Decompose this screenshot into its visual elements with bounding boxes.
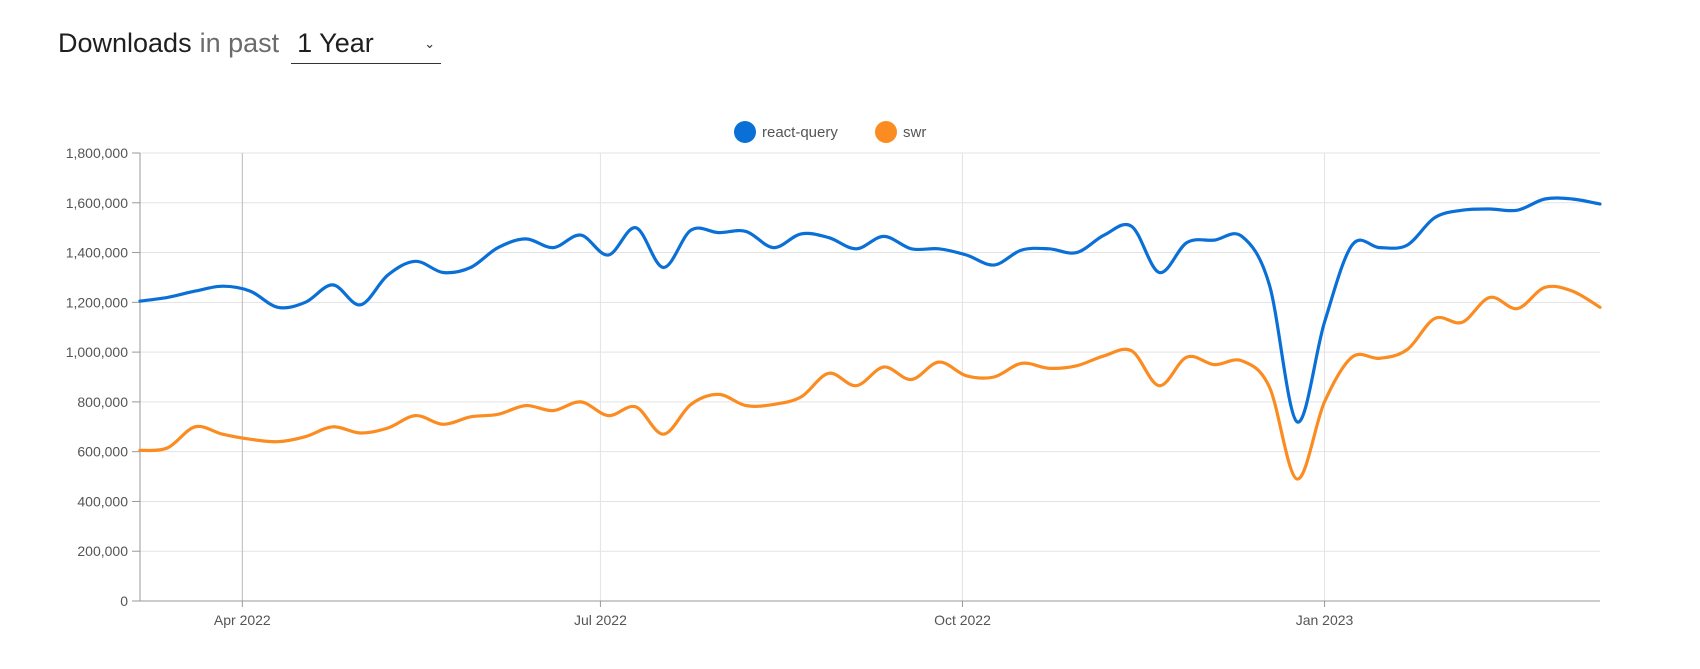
grid-lines [140,152,1600,601]
legend: react-query swr [734,121,926,143]
period-select-value: 1 Year [297,28,374,58]
y-tick-label: 1,200,000 [66,294,128,310]
legend-marker [875,121,897,143]
period-select[interactable]: 1 Year ⌄ [291,28,442,64]
y-tick-label: 600,000 [77,444,128,460]
y-tick-label: 1,000,000 [66,344,128,360]
x-tick-label: Jul 2022 [574,612,627,628]
series-line-swr [138,284,1602,481]
x-tick-label: Apr 2022 [214,612,271,628]
x-tick-label: Oct 2022 [934,612,991,628]
chevron-down-icon: ⌄ [424,36,436,51]
axes: 0 200,000 400,000 600,000 800,000 1,000,000 1,… [66,145,1600,628]
series-line-react-query [138,196,1602,424]
y-tick-label: 1,400,000 [66,245,128,261]
legend-label: react-query [762,124,838,141]
downloads-header: Downloads in past 1 Year ⌄ [58,28,442,64]
legend-label: swr [903,124,926,141]
legend-marker [734,121,756,143]
y-tick-label: 0 [120,593,128,609]
y-tick-label: 800,000 [77,394,128,410]
y-tick-label: 400,000 [77,493,128,509]
downloads-title: Downloads [58,28,192,58]
series-lines [138,196,1602,481]
in-past-label: in past [199,28,280,58]
y-tick-label: 1,800,000 [66,145,128,161]
x-tick-label: Jan 2023 [1296,612,1354,628]
y-tick-label: 1,600,000 [66,195,128,211]
y-tick-label: 200,000 [77,543,128,559]
